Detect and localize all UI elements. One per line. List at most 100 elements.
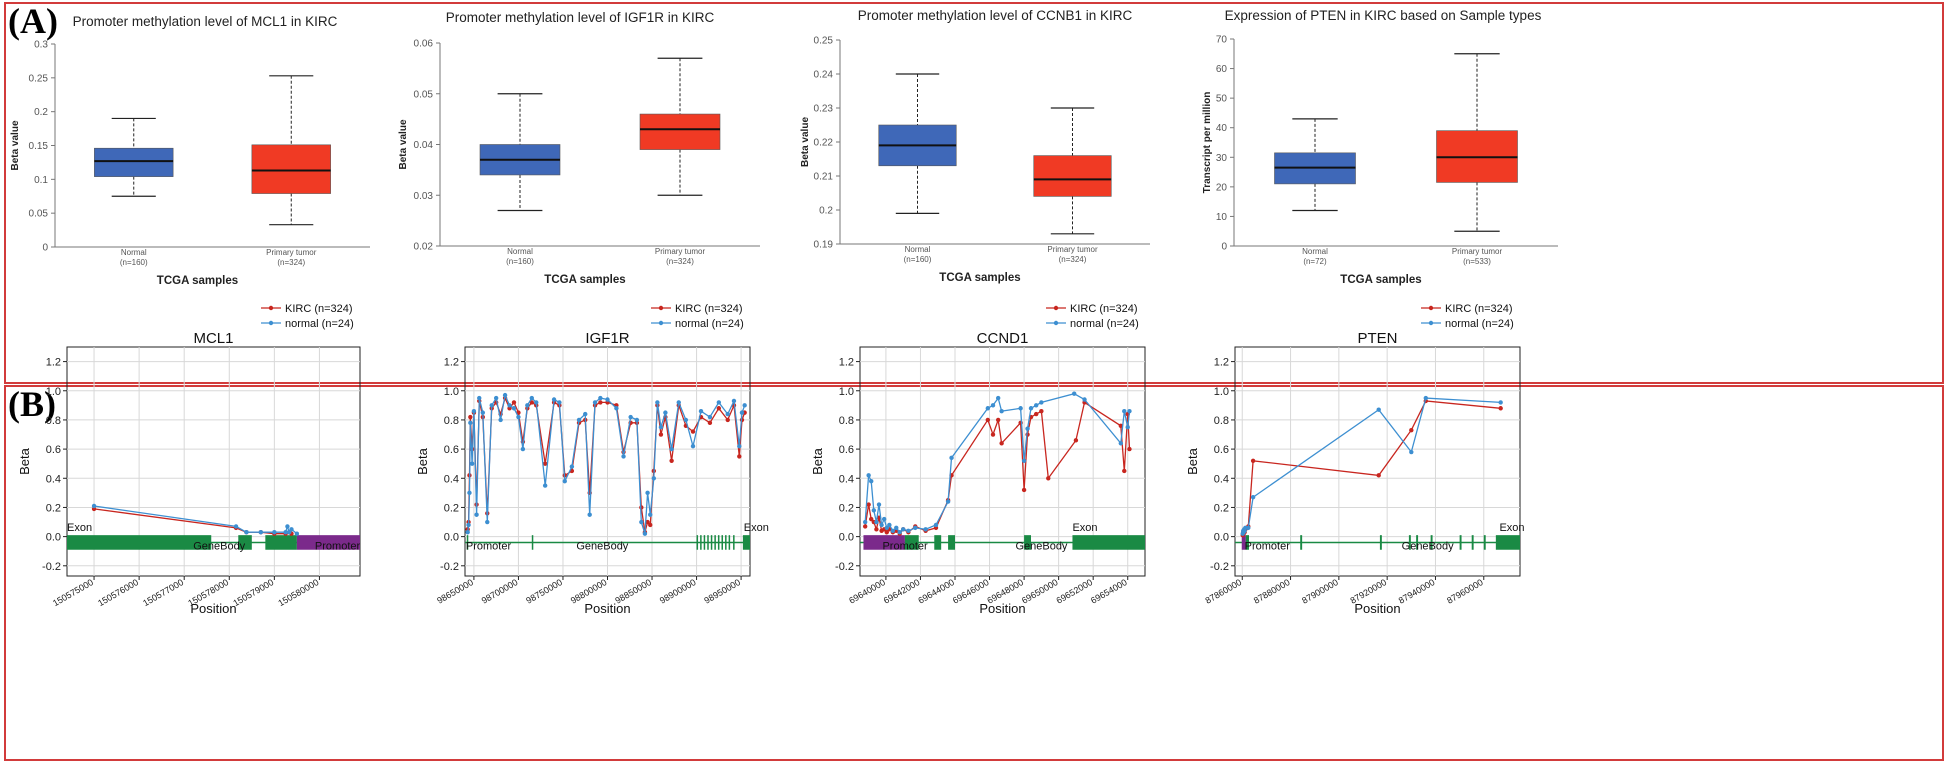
y-tick-label: 1.2 <box>444 357 459 369</box>
data-point-normal <box>933 522 939 528</box>
exon-block <box>725 535 727 550</box>
y-tick-label: 0.22 <box>814 138 834 149</box>
data-point-normal <box>468 420 473 426</box>
data-point-kirc <box>658 432 664 437</box>
y-tick-label: 0.0 <box>839 532 854 544</box>
x-axis-label: Position <box>979 601 1025 616</box>
x-tick-label: 150575000 <box>51 577 95 608</box>
data-point-normal <box>648 512 653 517</box>
data-point-kirc <box>542 461 548 466</box>
data-point-normal <box>1082 397 1087 402</box>
data-point-kirc <box>869 516 874 522</box>
data-point-normal <box>663 410 668 415</box>
x-axis-label: Position <box>1354 601 1400 616</box>
data-point-normal <box>583 411 588 417</box>
legend-entry-kirc: KIRC (n=324) <box>1070 303 1138 315</box>
y-tick-label: 0.0 <box>46 532 61 544</box>
exon-block <box>1471 535 1474 550</box>
data-point-normal <box>869 478 874 484</box>
y-tick-label: -0.2 <box>835 561 854 573</box>
data-point-normal <box>1122 408 1127 414</box>
data-point-normal <box>511 406 517 411</box>
data-point-normal <box>465 530 470 535</box>
data-point-normal <box>698 408 704 414</box>
x-tick-label: 87880000 <box>1252 577 1292 606</box>
y-axis-label: Beta <box>810 447 825 475</box>
series-line-normal <box>1242 397 1501 535</box>
exon-block <box>904 535 919 550</box>
data-point-normal <box>731 398 737 404</box>
promoter-block <box>1241 535 1246 550</box>
y-tick-label: 0.8 <box>1214 415 1229 427</box>
exon-block <box>1300 535 1303 550</box>
exon-block <box>466 535 469 550</box>
y-tick-label: 1.0 <box>46 386 61 398</box>
chart-title: Expression of PTEN in KIRC based on Samp… <box>1225 8 1542 23</box>
x-category-label: Primary tumor <box>1452 247 1503 256</box>
data-point-normal <box>502 392 508 398</box>
data-point-normal <box>999 408 1004 414</box>
data-point-kirc <box>999 441 1004 446</box>
data-point-normal <box>534 400 539 405</box>
legend-entry-kirc: KIRC (n=324) <box>1445 303 1513 315</box>
y-tick-label: 0.02 <box>414 242 434 253</box>
exon-block <box>1245 535 1250 550</box>
y-tick-label: 0.8 <box>444 415 459 427</box>
data-point-kirc <box>725 417 730 423</box>
data-point-kirc <box>985 417 991 423</box>
exon-block <box>1495 535 1520 550</box>
y-tick-label: 0.4 <box>839 473 854 485</box>
x-tick-label: 150577000 <box>141 577 185 608</box>
legend-swatch-marker <box>1053 305 1059 311</box>
x-tick-label: 69650000 <box>1020 577 1060 606</box>
series-line-kirc <box>467 396 746 533</box>
data-point-normal <box>884 525 889 531</box>
y-tick-label: 0.2 <box>34 107 48 118</box>
chart-title: Promoter methylation level of CCNB1 in K… <box>858 8 1133 23</box>
data-point-normal <box>879 522 884 528</box>
data-point-normal <box>683 417 689 423</box>
x-axis-label: TCGA samples <box>157 275 238 287</box>
data-point-normal <box>1250 495 1256 500</box>
x-tick-label: 69642000 <box>882 577 922 606</box>
data-point-normal <box>906 528 911 533</box>
y-tick-label: 50 <box>1216 94 1228 105</box>
legend-swatch-marker <box>1428 305 1434 311</box>
exon-block <box>742 535 750 550</box>
y-axis-label: Beta value <box>10 120 21 170</box>
legend-entry-kirc: KIRC (n=324) <box>285 303 353 315</box>
y-tick-label: 0.1 <box>34 175 48 186</box>
y-tick-label: 0.19 <box>814 240 834 251</box>
data-point-normal <box>493 395 499 401</box>
series-line-normal <box>93 505 298 535</box>
gene-track-label-promoter: Promoter <box>466 541 512 553</box>
data-point-normal <box>520 446 526 452</box>
x-axis-label: TCGA samples <box>544 274 625 286</box>
data-point-normal <box>949 455 954 461</box>
data-point-normal <box>871 508 877 513</box>
gene-track-label-genebody: GeneBody <box>193 541 245 553</box>
y-tick-label: 0.4 <box>1214 473 1229 485</box>
gene-track-label-genebody: GeneBody <box>1015 541 1067 553</box>
panel-b-label: (B) <box>8 384 56 424</box>
y-tick-label: -0.2 <box>440 561 459 573</box>
data-point-normal <box>1025 426 1030 431</box>
data-point-normal <box>469 461 475 466</box>
gene-track-label-promoter: Promoter <box>315 541 361 553</box>
data-point-normal <box>474 512 479 517</box>
x-category-count: (n=533) <box>1463 257 1491 266</box>
y-tick-label: 40 <box>1216 123 1228 134</box>
exon-block <box>934 535 942 550</box>
data-point-kirc <box>690 429 696 434</box>
exon-block <box>696 535 699 550</box>
data-point-kirc <box>862 524 868 529</box>
data-point-normal <box>258 530 264 535</box>
legend-entry-normal: normal (n=24) <box>285 318 354 330</box>
data-point-normal <box>725 411 730 417</box>
data-point-kirc <box>645 519 650 525</box>
data-point-kirc <box>866 502 871 507</box>
y-tick-label: 0.2 <box>1214 502 1229 514</box>
exon-block <box>714 535 716 550</box>
